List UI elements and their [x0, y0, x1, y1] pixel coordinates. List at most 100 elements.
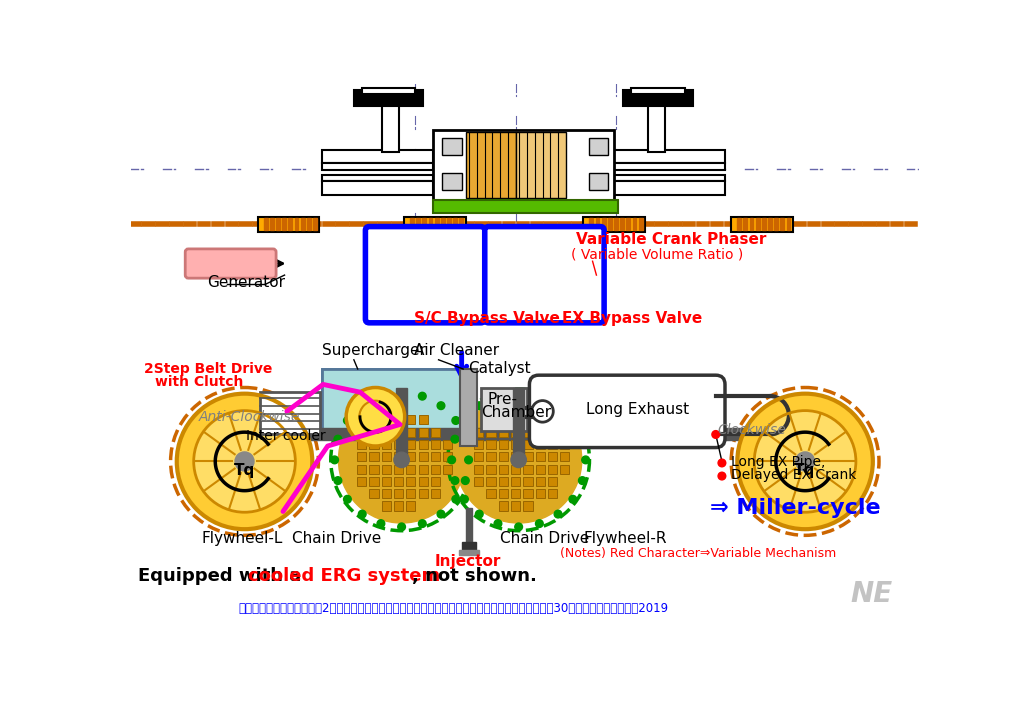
- Circle shape: [452, 416, 460, 424]
- Bar: [486, 415, 496, 425]
- Circle shape: [419, 393, 426, 400]
- Bar: [370, 465, 379, 474]
- Bar: [756, 218, 760, 231]
- Circle shape: [755, 411, 856, 512]
- Bar: [515, 132, 565, 198]
- Bar: [394, 477, 403, 486]
- Bar: [474, 452, 483, 461]
- Bar: [382, 452, 391, 461]
- Bar: [602, 218, 605, 231]
- Text: with Clutch: with Clutch: [156, 375, 244, 389]
- Circle shape: [531, 400, 553, 422]
- Bar: [370, 415, 379, 425]
- Bar: [486, 440, 496, 449]
- Bar: [313, 218, 316, 231]
- Bar: [511, 465, 520, 474]
- Circle shape: [569, 496, 577, 503]
- Bar: [486, 452, 496, 461]
- Bar: [499, 477, 508, 486]
- Text: cooled ERG system: cooled ERG system: [248, 567, 440, 585]
- Bar: [523, 465, 532, 474]
- Circle shape: [465, 456, 472, 464]
- Bar: [536, 489, 545, 498]
- Bar: [442, 138, 462, 155]
- Bar: [536, 428, 545, 437]
- Bar: [589, 172, 608, 189]
- Bar: [613, 149, 725, 163]
- Bar: [596, 218, 599, 231]
- Bar: [648, 106, 665, 152]
- Bar: [768, 218, 772, 231]
- Bar: [499, 465, 508, 474]
- Bar: [621, 218, 625, 231]
- Bar: [499, 489, 508, 498]
- Bar: [435, 218, 438, 231]
- Bar: [499, 452, 508, 461]
- Circle shape: [358, 510, 366, 518]
- Text: ( Variable Volume Ratio ): ( Variable Volume Ratio ): [571, 247, 743, 261]
- Bar: [460, 550, 478, 554]
- Bar: [394, 440, 403, 449]
- Bar: [433, 200, 617, 214]
- Text: Long Exhaust: Long Exhaust: [587, 402, 689, 416]
- Bar: [264, 218, 267, 231]
- Bar: [370, 477, 379, 486]
- Circle shape: [737, 394, 872, 529]
- Bar: [394, 452, 403, 461]
- Circle shape: [495, 393, 502, 400]
- Circle shape: [536, 519, 543, 527]
- Bar: [270, 218, 273, 231]
- Bar: [523, 428, 532, 437]
- Bar: [422, 218, 426, 231]
- Circle shape: [177, 394, 312, 529]
- Bar: [407, 415, 416, 425]
- Text: Delayed EX Crank: Delayed EX Crank: [731, 468, 856, 482]
- Bar: [499, 415, 508, 425]
- Bar: [416, 218, 420, 231]
- FancyBboxPatch shape: [366, 226, 484, 323]
- Bar: [370, 489, 379, 498]
- Circle shape: [475, 510, 483, 518]
- Bar: [258, 217, 319, 232]
- Bar: [357, 440, 367, 449]
- Bar: [419, 428, 428, 437]
- Bar: [370, 452, 379, 461]
- Bar: [737, 218, 741, 231]
- Bar: [295, 218, 298, 231]
- Bar: [431, 452, 440, 461]
- Bar: [431, 465, 440, 474]
- Bar: [370, 440, 379, 449]
- Bar: [276, 218, 280, 231]
- Circle shape: [344, 416, 351, 424]
- Bar: [560, 440, 569, 449]
- Circle shape: [456, 397, 582, 523]
- Bar: [624, 90, 692, 106]
- Bar: [613, 181, 725, 195]
- Bar: [407, 501, 416, 511]
- Bar: [407, 477, 416, 486]
- Bar: [382, 440, 391, 449]
- Bar: [536, 452, 545, 461]
- Bar: [382, 415, 391, 425]
- Bar: [429, 218, 432, 231]
- Text: Chamber: Chamber: [481, 404, 551, 420]
- Bar: [361, 88, 416, 94]
- Circle shape: [796, 452, 814, 471]
- Bar: [536, 440, 545, 449]
- Circle shape: [377, 519, 385, 527]
- Bar: [731, 217, 793, 232]
- Circle shape: [579, 477, 586, 484]
- Bar: [548, 452, 557, 461]
- Bar: [357, 465, 367, 474]
- Polygon shape: [322, 369, 462, 438]
- Bar: [419, 489, 428, 498]
- Bar: [433, 130, 614, 200]
- Circle shape: [569, 416, 577, 424]
- Bar: [382, 465, 391, 474]
- Circle shape: [462, 435, 469, 443]
- Bar: [548, 428, 557, 437]
- Circle shape: [419, 519, 426, 527]
- Bar: [419, 452, 428, 461]
- Bar: [407, 489, 416, 498]
- Bar: [613, 163, 725, 170]
